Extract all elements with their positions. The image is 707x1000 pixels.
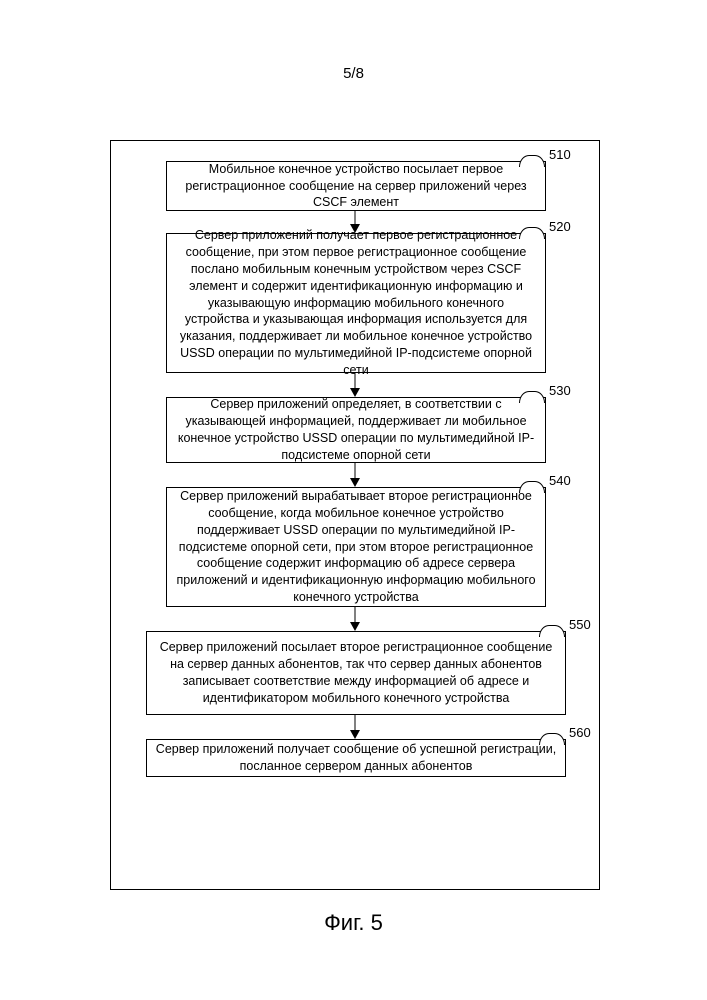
flow-box-text: Мобильное конечное устройство посылает п… — [175, 161, 537, 212]
arrow-stem — [355, 607, 356, 622]
flow-box-530: Сервер приложений определяет, в соответс… — [166, 397, 546, 463]
arrow-head-icon — [350, 388, 360, 397]
ref-label-510: 510 — [549, 147, 571, 162]
ref-label-560: 560 — [569, 725, 591, 740]
arrow-stem — [355, 463, 356, 478]
ref-curve-560 — [539, 733, 565, 745]
flow-box-520: Сервер приложений получает первое регист… — [166, 233, 546, 373]
arrow-head-icon — [350, 478, 360, 487]
ref-label-550: 550 — [569, 617, 591, 632]
flow-box-text: Сервер приложений получает первое регист… — [175, 227, 537, 379]
flow-box-text: Сервер приложений определяет, в соответс… — [175, 396, 537, 464]
arrow-stem — [355, 373, 356, 388]
flow-box-text: Сервер приложений посылает второе регист… — [155, 639, 557, 707]
arrow-stem — [355, 211, 356, 224]
figure-caption: Фиг. 5 — [0, 910, 707, 936]
flow-box-text: Сервер приложений вырабатывает второе ре… — [175, 488, 537, 606]
flow-box-540: Сервер приложений вырабатывает второе ре… — [166, 487, 546, 607]
arrow-head-icon — [350, 730, 360, 739]
flow-box-510: Мобильное конечное устройство посылает п… — [166, 161, 546, 211]
arrow-head-icon — [350, 622, 360, 631]
flow-box-text: Сервер приложений получает сообщение об … — [155, 741, 557, 775]
ref-curve-550 — [539, 625, 565, 637]
ref-curve-520 — [519, 227, 545, 239]
ref-label-520: 520 — [549, 219, 571, 234]
flow-box-560: Сервер приложений получает сообщение об … — [146, 739, 566, 777]
arrow-stem — [355, 715, 356, 730]
page-number: 5/8 — [0, 65, 707, 82]
ref-label-540: 540 — [549, 473, 571, 488]
ref-label-530: 530 — [549, 383, 571, 398]
ref-curve-540 — [519, 481, 545, 493]
flow-box-550: Сервер приложений посылает второе регист… — [146, 631, 566, 715]
flowchart-frame: Мобильное конечное устройство посылает п… — [110, 140, 600, 890]
flowchart: Мобильное конечное устройство посылает п… — [111, 141, 599, 889]
ref-curve-530 — [519, 391, 545, 403]
arrow-head-icon — [350, 224, 360, 233]
ref-curve-510 — [519, 155, 545, 167]
